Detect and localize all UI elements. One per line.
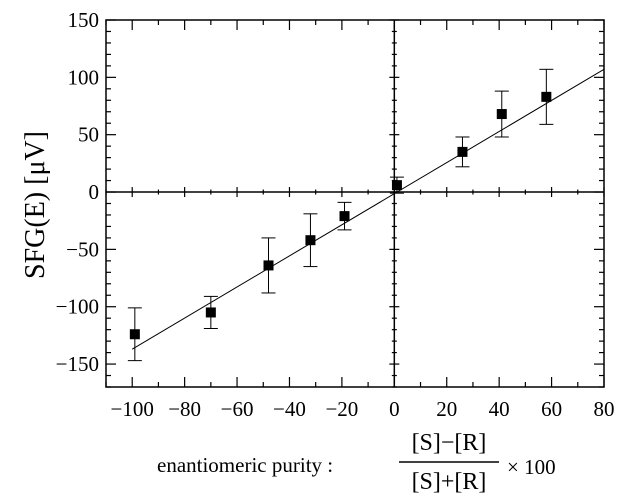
y-tick-labels: −150 −100 −50 0 50 100 150 [56,8,99,376]
data-point-group [261,237,276,294]
x-axis-label-denominator: [S]+[R] [412,469,487,495]
data-point-group [494,90,509,138]
y-tick-label: −150 [56,352,99,376]
data-point-group [303,213,318,268]
y-axis-label: SFG(E) [μV] [20,131,51,279]
data-point [496,109,507,120]
x-axis-label-suffix: × 100 [507,455,556,479]
x-tick-label: 60 [541,397,562,421]
data-point [263,260,274,271]
data-point [391,180,402,191]
x-axis-label-numerator: [S]−[R] [412,430,487,456]
y-tick-label: 100 [68,65,100,89]
data-point [305,235,316,246]
x-tick-label: −60 [221,397,254,421]
x-tick-label: −20 [325,397,358,421]
y-tick-label: −100 [56,295,99,319]
data-point [129,329,140,340]
x-tick-label: −40 [273,397,306,421]
y-tick-label: 50 [78,123,99,147]
x-tick-label: 80 [594,397,615,421]
x-tick-label: −100 [111,397,154,421]
x-tick-label: 0 [389,397,400,421]
data-point-group [337,201,352,231]
plot-frame [105,19,605,388]
data-point-group [127,307,142,362]
x-tick-label: −80 [168,397,201,421]
data-point-group [389,176,404,194]
plot-area [105,19,605,388]
data-point [339,211,350,222]
data-point [457,146,468,157]
y-tick-label: 0 [89,180,100,204]
data-point-group [203,295,218,330]
fit-line [131,68,605,350]
x-tick-labels: −100 −80 −60 −40 −20 0 20 40 60 80 [111,397,615,421]
x-tick-label: 40 [489,397,510,421]
data-point-group [539,68,554,125]
x-axis-label: enantiomeric purity : [S]−[R] [S]+[R] × … [157,430,556,495]
x-axis-label-prefix: enantiomeric purity : [157,453,333,477]
data-point [205,307,216,318]
data-point [541,91,552,102]
y-tick-label: −50 [66,237,99,261]
data-point-group [455,136,470,168]
x-tick-label: 20 [436,397,457,421]
y-tick-label: 150 [68,8,100,32]
